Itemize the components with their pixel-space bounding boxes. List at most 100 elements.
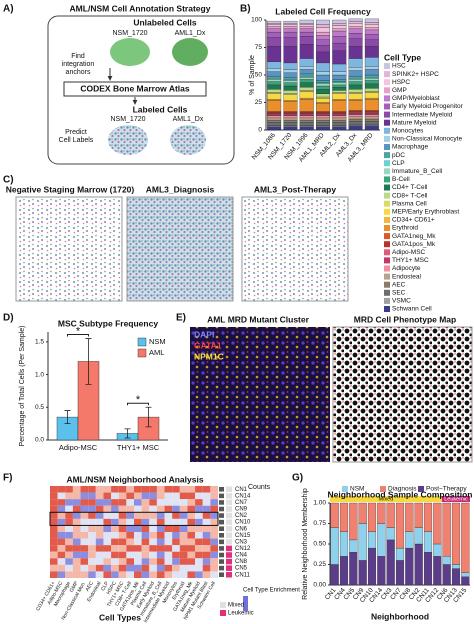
y-tick-label: 1.5 bbox=[35, 339, 44, 346]
legend-label: pDC bbox=[392, 152, 405, 159]
heatmap-cell bbox=[195, 499, 203, 506]
heatmap-cell bbox=[156, 505, 165, 513]
heatmap-cell bbox=[111, 571, 119, 578]
bar-segment bbox=[283, 46, 298, 64]
heatmap-cell bbox=[50, 512, 58, 519]
bar-segment bbox=[364, 110, 379, 112]
heatmap-cell bbox=[134, 564, 142, 572]
bar-segment bbox=[348, 111, 363, 113]
label: Labeled Cells bbox=[133, 104, 188, 114]
bar-segment bbox=[386, 527, 395, 541]
legend-swatch bbox=[384, 135, 390, 142]
heatmap-cell bbox=[195, 505, 203, 513]
heatmap-cell bbox=[172, 532, 180, 539]
bar-segment bbox=[332, 25, 347, 29]
heatmap-cell bbox=[134, 551, 142, 559]
heatmap-cell bbox=[57, 571, 66, 578]
heatmap-cell bbox=[179, 532, 188, 539]
bar-segment bbox=[348, 121, 363, 125]
heatmap-cell bbox=[156, 518, 165, 526]
row-label: CN11 bbox=[235, 572, 251, 578]
heatmap-cell bbox=[202, 505, 211, 513]
bar-segment bbox=[367, 547, 377, 586]
panel-f: F) AML/NSM Neighborhood Analysis Counts … bbox=[3, 473, 300, 624]
heatmap-cell bbox=[50, 532, 58, 539]
bar-segment bbox=[348, 118, 363, 122]
heatmap-cell bbox=[156, 538, 165, 546]
chart-title: MSC Subtype Frequency bbox=[58, 318, 158, 328]
bar-segment bbox=[267, 78, 282, 80]
heatmap-cell bbox=[156, 532, 165, 539]
heatmap-cell bbox=[57, 538, 66, 546]
label: Unlabeled Cells bbox=[133, 17, 197, 27]
bar-segment bbox=[316, 113, 330, 115]
heatmap-cell bbox=[111, 564, 119, 572]
bar-segment bbox=[316, 119, 330, 123]
bar-segment bbox=[283, 37, 298, 47]
heatmap-cell bbox=[95, 518, 104, 526]
panel-letter: E) bbox=[176, 313, 186, 324]
heatmap-cell bbox=[126, 532, 134, 539]
heatmap-cell bbox=[164, 545, 173, 552]
bar-segment bbox=[267, 79, 282, 82]
heatmap-cell bbox=[149, 551, 157, 559]
bar-segment bbox=[364, 80, 379, 84]
heatmap-cell bbox=[65, 564, 73, 572]
row-group bbox=[226, 539, 232, 545]
heatmap-cell bbox=[141, 558, 150, 565]
bar-segment bbox=[461, 502, 470, 573]
heatmap-cell bbox=[57, 499, 66, 506]
heatmap-cell bbox=[141, 538, 150, 546]
bar-segment bbox=[267, 100, 282, 112]
bar-segment bbox=[283, 115, 298, 119]
heatmap-cell bbox=[65, 545, 73, 552]
legend-swatch bbox=[384, 144, 390, 150]
heatmap-cell bbox=[187, 505, 196, 513]
bar-segment bbox=[299, 113, 314, 115]
heatmap-cell bbox=[187, 571, 196, 578]
bar-segment bbox=[332, 84, 347, 88]
row-group bbox=[226, 512, 232, 519]
legend-label: CD4+ T-Cell bbox=[392, 184, 428, 191]
bar-segment bbox=[348, 81, 363, 86]
legend-label: NSM bbox=[149, 337, 166, 346]
heatmap-cell bbox=[50, 564, 58, 572]
bar-segment bbox=[267, 68, 282, 72]
bar-segment bbox=[461, 576, 470, 586]
heatmap-cell bbox=[50, 492, 58, 500]
bar-segment bbox=[283, 72, 298, 78]
legend-label: Adipocyte bbox=[392, 265, 421, 272]
heatmap-cell bbox=[179, 486, 188, 493]
bar-segment bbox=[405, 502, 414, 532]
heatmap-cell bbox=[156, 525, 165, 532]
bar-segment bbox=[316, 35, 330, 40]
heatmap-cell bbox=[164, 486, 173, 493]
heatmap-cell bbox=[195, 518, 203, 526]
bar-segment bbox=[283, 111, 298, 113]
bar-segment bbox=[299, 90, 314, 92]
legend-title: Cell Type Enrichment bbox=[243, 588, 300, 594]
bar-segment bbox=[332, 74, 347, 80]
bar-segment bbox=[316, 62, 330, 72]
legend-label: HSC bbox=[392, 63, 406, 70]
legend-swatch bbox=[384, 297, 390, 304]
heatmap-cell bbox=[164, 492, 173, 500]
count-bar bbox=[219, 565, 224, 571]
y-tick-label: 100 bbox=[251, 17, 262, 24]
bar-segment bbox=[283, 125, 298, 127]
row-label: CN8 bbox=[235, 559, 248, 565]
heatmap-cell bbox=[118, 512, 127, 519]
heatmap-cell bbox=[134, 558, 142, 565]
bar-segment bbox=[299, 66, 314, 70]
bar-segment bbox=[332, 90, 347, 93]
col-label: GMP bbox=[69, 580, 80, 593]
bar-segment bbox=[332, 86, 347, 91]
image-title: AML3_Diagnosis bbox=[146, 184, 215, 194]
row-label: CN10 bbox=[235, 520, 251, 526]
bar-segment bbox=[348, 58, 363, 68]
heatmap-cell bbox=[210, 518, 218, 526]
bar-segment bbox=[364, 88, 379, 92]
legend-swatch bbox=[384, 265, 390, 272]
heatmap-cell bbox=[57, 545, 66, 552]
legend-label: MEP/Early Erythroblast bbox=[392, 209, 459, 216]
